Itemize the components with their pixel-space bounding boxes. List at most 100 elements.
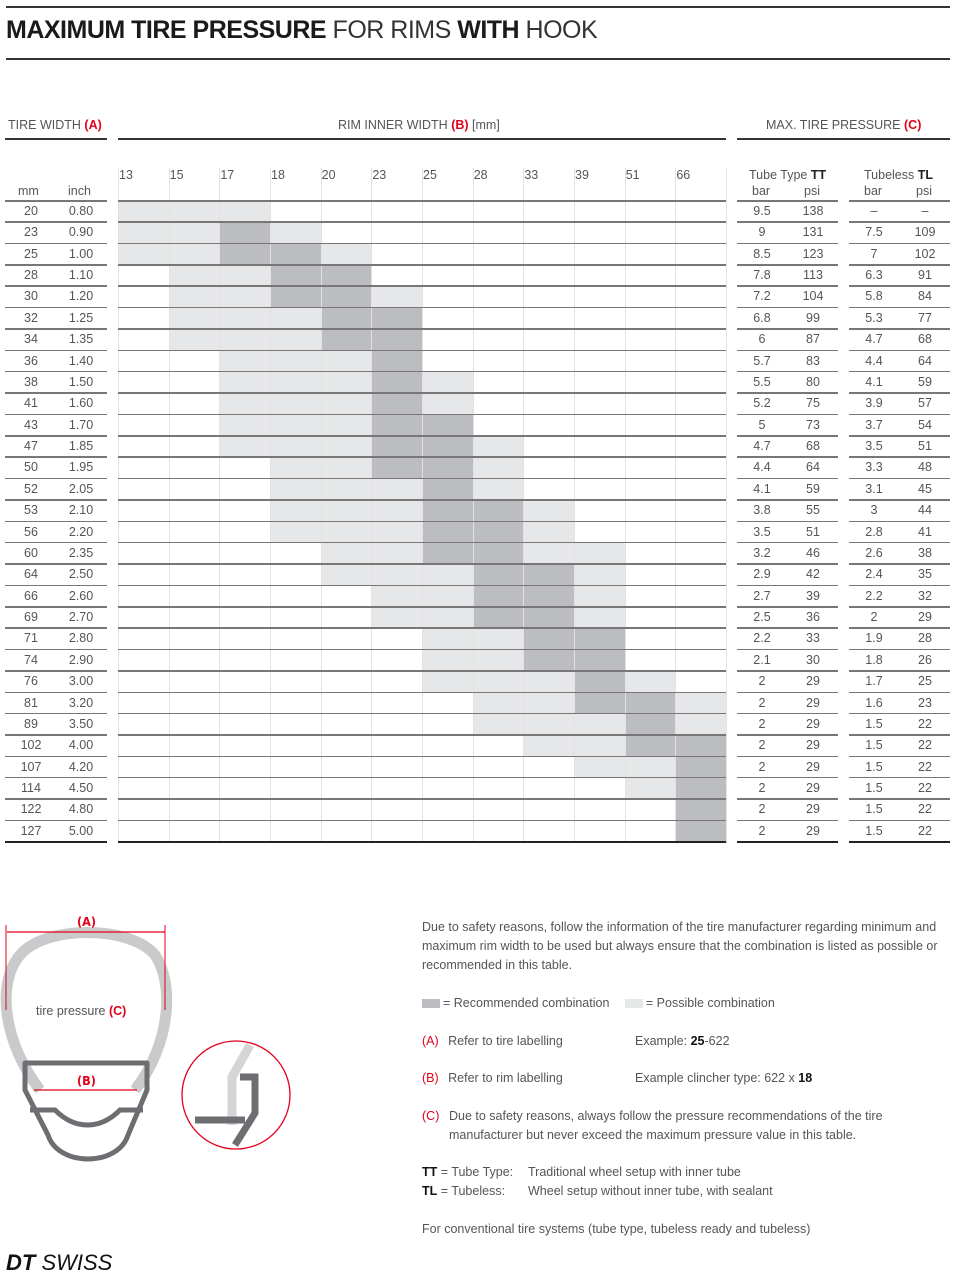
row-rule <box>737 734 838 736</box>
row-rule <box>5 734 107 736</box>
possible-cell <box>219 436 271 458</box>
possible-cell <box>320 436 372 458</box>
row-rule <box>849 734 950 736</box>
tl-psi-value: 109 <box>914 225 936 240</box>
brand-logo: DT SWISS <box>6 1250 112 1276</box>
tire-width-mm: 32 <box>24 310 38 325</box>
recommended-cell <box>219 243 271 266</box>
recommended-cell <box>320 307 372 330</box>
recommended-cell <box>371 329 423 352</box>
tl-psi-value: 64 <box>918 353 932 368</box>
possible-cell <box>574 542 626 565</box>
tt-psi-value: 29 <box>806 802 820 817</box>
row-rule <box>849 627 950 629</box>
possible-cell <box>422 607 474 629</box>
rim-width-header: 17 <box>220 168 235 182</box>
row-rule <box>118 798 726 800</box>
recommended-cell <box>371 414 423 437</box>
row-rule <box>849 670 950 672</box>
tire-width-mm: 56 <box>24 524 38 539</box>
recommended-cell <box>675 820 727 843</box>
tl-psi-value: 29 <box>918 610 932 625</box>
row-rule <box>5 520 107 523</box>
tire-width-mm: 74 <box>24 652 38 667</box>
row-rule <box>737 776 838 779</box>
tire-width-mm: 41 <box>24 396 38 411</box>
note-b-text: Refer to rim labelling <box>448 1071 563 1085</box>
tl-psi-value: 41 <box>918 524 932 539</box>
row-rule <box>737 563 838 565</box>
possible-cell <box>472 478 524 501</box>
tl-psi-value: 51 <box>918 439 932 454</box>
recommended-cell <box>371 457 423 480</box>
tt-psi-value: 75 <box>806 396 820 411</box>
column-divider <box>472 168 474 842</box>
tire-width-inch: 4.00 <box>68 738 94 753</box>
row-rule <box>737 285 838 287</box>
tl-bar-value: 3 <box>870 503 878 518</box>
possible-cell <box>270 457 322 480</box>
row-rule <box>118 670 726 672</box>
possible-cell <box>270 350 322 373</box>
recommended-cell <box>523 628 575 651</box>
tt-bar-value: 8.5 <box>753 246 771 261</box>
column-divider <box>118 168 119 842</box>
tire-width-inch: 3.50 <box>68 716 94 731</box>
row-rule <box>5 370 107 373</box>
recommended-cell <box>320 286 372 309</box>
tt-bar-value: 3.5 <box>753 524 771 539</box>
tt-psi-value: 59 <box>806 481 820 496</box>
recommended-cell <box>675 777 727 800</box>
tl-bar-value: 1.9 <box>865 631 883 646</box>
tt-psi-value: 46 <box>806 545 820 560</box>
top-rule <box>6 6 950 8</box>
example-prefix: Example: <box>635 1034 691 1048</box>
tt-psi-value: 123 <box>802 246 824 261</box>
tt-bar-value: 2.5 <box>753 610 771 625</box>
row-rule <box>849 584 950 587</box>
tire-width-mm: 47 <box>24 439 38 454</box>
column-divider <box>320 168 322 842</box>
note-c-text: Due to safety reasons, always follow the… <box>449 1109 883 1142</box>
column-divider <box>574 168 576 842</box>
row-rule <box>737 499 838 501</box>
possible-cell <box>371 521 423 544</box>
row-rule <box>737 841 838 844</box>
tire-width-inch: 2.20 <box>68 524 94 539</box>
column-divider <box>624 168 626 842</box>
possible-cell <box>320 564 372 587</box>
possible-cell <box>422 585 474 608</box>
tt-psi-value: 80 <box>806 374 820 389</box>
row-rule <box>849 285 950 287</box>
label-b: (B) <box>77 1073 96 1088</box>
tire-width-mm: 28 <box>24 268 38 283</box>
tl-bar-value: 1.6 <box>865 695 883 710</box>
row-rule <box>737 264 838 266</box>
tt-bar-value: 5 <box>758 417 766 432</box>
tl-psi-value: 54 <box>918 417 932 432</box>
tt-bar-value: 5.5 <box>753 374 771 389</box>
tl-bar-value: 2 <box>870 610 878 625</box>
tt-bar-value: 3.2 <box>753 545 771 560</box>
note-b-ref: (B) <box>422 1071 439 1085</box>
section-max-pressure: MAX. TIRE PRESSURE (C) <box>766 118 921 132</box>
rim-width-header: 13 <box>119 168 133 182</box>
section-rule <box>737 138 950 140</box>
row-rule <box>118 370 726 373</box>
recommended-cell <box>574 628 626 651</box>
rim-width-header: 33 <box>524 168 539 182</box>
tl-bar-value: 2.4 <box>865 567 883 582</box>
rim-hook-icon <box>195 1073 259 1147</box>
tl-psi-value: 91 <box>918 268 932 283</box>
tl-bar-value: 1.5 <box>865 780 883 795</box>
row-rule <box>5 306 107 309</box>
recommended-cell <box>422 457 474 480</box>
tire-width-mm: 122 <box>20 802 42 817</box>
row-rule <box>5 499 107 501</box>
row-rule <box>5 242 107 245</box>
recommended-cell <box>472 521 524 544</box>
row-rule <box>849 392 950 394</box>
tt-psi-value: 29 <box>806 823 820 838</box>
possible-cell <box>523 671 575 693</box>
tire-width-inch: 1.95 <box>68 460 94 475</box>
